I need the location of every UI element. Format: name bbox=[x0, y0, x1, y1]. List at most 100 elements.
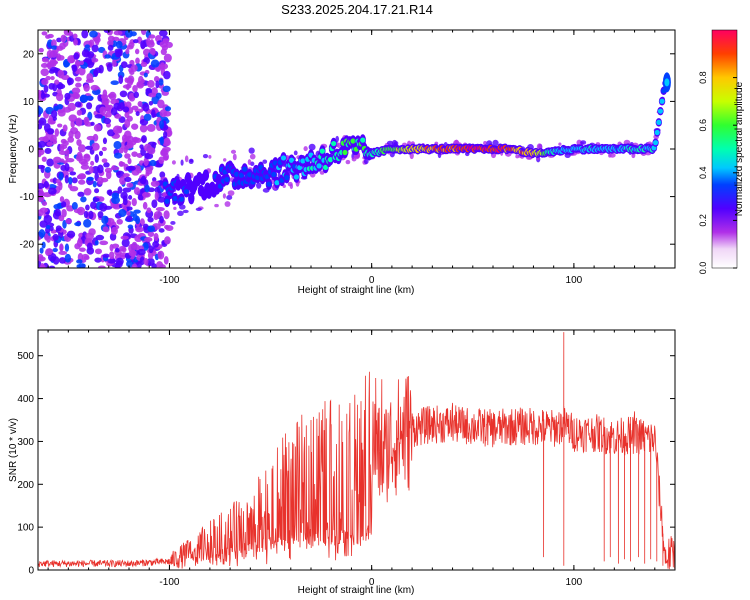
snr-frame bbox=[37, 329, 676, 571]
heatmap-noise-blob bbox=[63, 106, 72, 113]
heatmap-noise-blob bbox=[157, 250, 165, 260]
heatmap-noise-blob bbox=[78, 179, 86, 185]
heatmap-noise-blob bbox=[64, 174, 70, 184]
heatmap-noise-blob bbox=[126, 139, 133, 149]
heatmap-noise-blob bbox=[88, 165, 94, 174]
heatmap-noise-blob bbox=[58, 150, 68, 155]
heatmap-noise-blob bbox=[142, 191, 151, 198]
heatmap-noise-blob bbox=[58, 250, 68, 256]
heatmap-noise-blob bbox=[140, 61, 148, 68]
heatmap-noise-blob bbox=[53, 203, 62, 210]
heatmap-noise-blob bbox=[83, 187, 92, 196]
heatmap-noise-blob bbox=[64, 243, 70, 252]
heatmap-ridge-core bbox=[201, 192, 207, 198]
heatmap-noise-blob bbox=[303, 146, 308, 152]
heatmap-ridge-core bbox=[319, 148, 325, 154]
heatmap-noise-blob bbox=[214, 203, 219, 208]
colorbar-tick-label: 0.4 bbox=[698, 167, 708, 180]
heatmap-noise-blob bbox=[60, 34, 67, 43]
heatmap-noise-blob bbox=[39, 247, 44, 254]
heatmap-noise-blob bbox=[149, 159, 157, 167]
heatmap-noise-blob bbox=[67, 57, 75, 64]
heatmap-noise-blob bbox=[135, 215, 141, 225]
heatmap-noise-blob bbox=[41, 201, 48, 206]
heatmap-noise-blob bbox=[40, 68, 50, 77]
heatmap-noise-blob bbox=[57, 123, 63, 128]
heatmap-noise-blob bbox=[159, 62, 166, 71]
heatmap-noise-blob bbox=[40, 63, 49, 68]
heatmap-noise-blob bbox=[148, 92, 157, 98]
heatmap-noise-blob bbox=[45, 34, 51, 39]
heatmap-noise-blob bbox=[90, 84, 99, 91]
heatmap-noise-blob bbox=[81, 30, 89, 39]
heatmap-noise-blob bbox=[162, 85, 171, 93]
heatmap-noise-blob bbox=[163, 131, 168, 139]
heatmap-noise-blob bbox=[351, 156, 357, 162]
heatmap-noise-blob bbox=[113, 152, 123, 159]
heatmap-noise-blob bbox=[97, 164, 104, 174]
heatmap-noise-blob bbox=[154, 186, 161, 194]
heatmap-noise-blob bbox=[131, 169, 140, 176]
heatmap-ridge-core bbox=[224, 176, 230, 183]
heatmap-noise-blob bbox=[57, 109, 66, 117]
heatmap-noise-blob bbox=[115, 40, 123, 49]
heatmap-noise-blob bbox=[66, 230, 76, 239]
heatmap-ridge-core bbox=[274, 180, 280, 186]
heatmap-noise-blob bbox=[80, 161, 89, 166]
heatmap-noise-blob bbox=[163, 155, 169, 161]
heatmap-noise-blob bbox=[41, 241, 46, 249]
heatmap-noise-blob bbox=[70, 127, 79, 135]
heatmap-noise-blob bbox=[107, 44, 114, 51]
heatmap-noise-blob bbox=[125, 48, 130, 55]
heatmap-noise-blob bbox=[232, 153, 237, 161]
heatmap-noise-blob bbox=[93, 69, 99, 76]
heatmap-noise-blob bbox=[38, 123, 43, 130]
heatmap-noise-blob bbox=[44, 166, 52, 173]
heatmap-noise-blob bbox=[58, 215, 65, 222]
heatmap-noise-blob bbox=[45, 224, 51, 230]
heatmap-noise-blob bbox=[106, 63, 113, 72]
heatmap-noise-blob bbox=[580, 140, 587, 145]
heatmap-ridge-core bbox=[233, 171, 240, 177]
heatmap-noise-blob bbox=[56, 53, 62, 62]
heatmap-noise-blob bbox=[143, 143, 152, 152]
heatmap-ylabel: Frequency (Hz) bbox=[8, 115, 19, 184]
heatmap-noise-blob bbox=[158, 228, 165, 233]
heatmap-noise-blob bbox=[148, 100, 154, 106]
heatmap-noise-blob bbox=[159, 264, 166, 268]
heatmap-noise-blob bbox=[146, 207, 152, 214]
heatmap-noise-blob bbox=[93, 124, 102, 132]
heatmap-noise-blob bbox=[103, 162, 110, 168]
heatmap-noise-blob bbox=[94, 248, 103, 255]
heatmap-noise-blob bbox=[122, 106, 130, 113]
heatmap-noise-blob bbox=[135, 226, 144, 233]
heatmap-noise-blob bbox=[86, 102, 93, 110]
heatmap-noise-blob bbox=[148, 47, 156, 55]
heatmap-noise-blob bbox=[105, 170, 112, 180]
heatmap-noise-blob bbox=[107, 129, 116, 137]
heatmap-noise-blob bbox=[164, 106, 172, 112]
heatmap-noise-blob bbox=[125, 101, 132, 108]
heatmap-noise-blob bbox=[125, 215, 133, 222]
heatmap-noise-blob bbox=[113, 140, 122, 150]
heatmap-noise-blob bbox=[110, 80, 119, 85]
heatmap-noise-blob bbox=[101, 97, 110, 105]
heatmap-ytick-label: 0 bbox=[28, 145, 34, 156]
heatmap-noise-blob bbox=[142, 102, 150, 112]
heatmap-noise-blob bbox=[230, 149, 237, 154]
heatmap-noise-blob bbox=[64, 253, 72, 263]
heatmap-noise-blob bbox=[88, 210, 94, 220]
snr-ticks: -100 0 100 0 100 200 300 400 500 bbox=[17, 330, 676, 588]
heatmap-ridge-core bbox=[175, 182, 181, 188]
heatmap-noise-blob bbox=[97, 176, 104, 185]
heatmap-noise-blob bbox=[125, 166, 134, 171]
heatmap-noise-blob bbox=[39, 207, 48, 213]
heatmap-noise-blob bbox=[171, 160, 176, 165]
heatmap-ridge-core bbox=[271, 171, 277, 178]
heatmap-noise-blob bbox=[52, 156, 62, 164]
heatmap-blobs bbox=[38, 30, 671, 268]
heatmap-noise-blob bbox=[54, 128, 60, 137]
heatmap-noise-blob bbox=[145, 87, 152, 93]
heatmap-noise-blob bbox=[63, 60, 70, 68]
